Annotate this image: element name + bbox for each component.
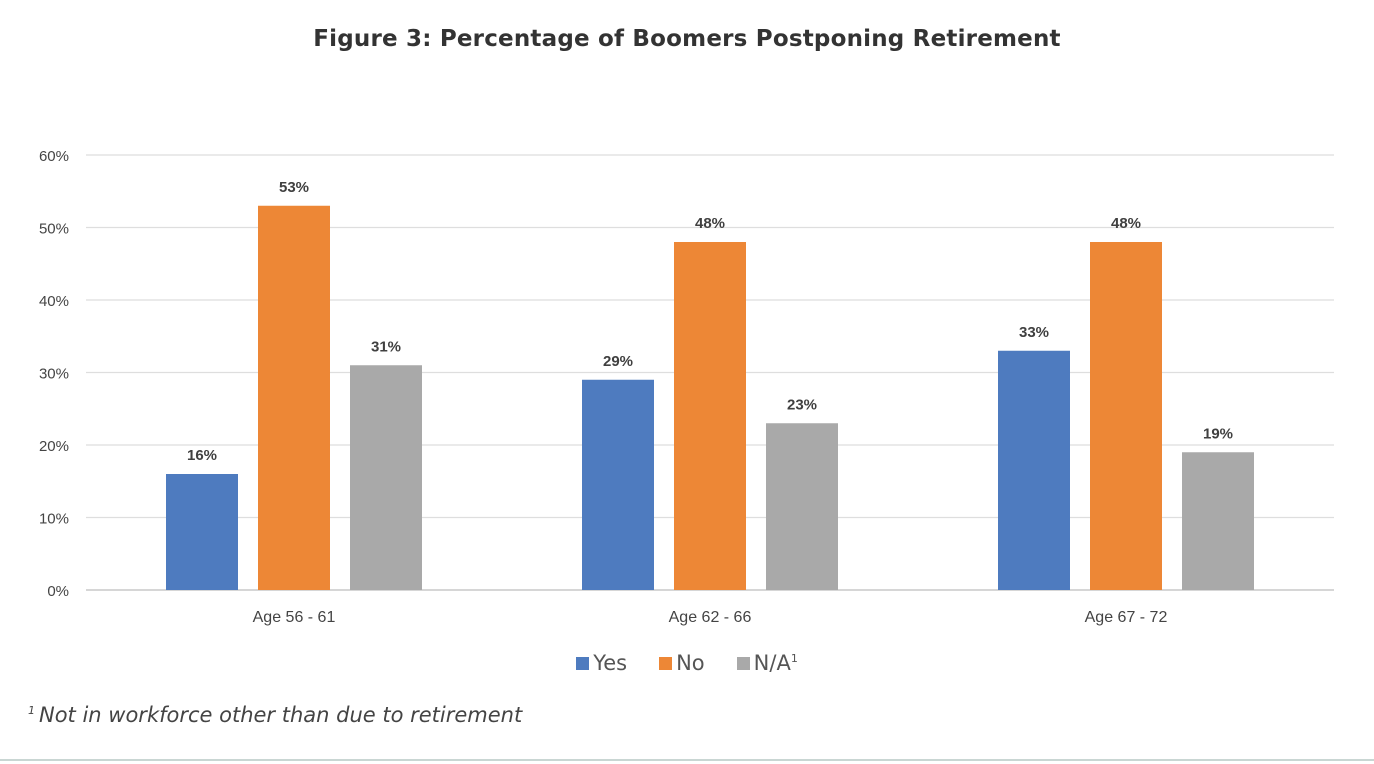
legend-label-no: No — [676, 651, 705, 675]
bar-chart: 0% 10% 20% 30% 40% 50% 60% 16% 53% 31% Age 56 - 61… — [39, 148, 1334, 626]
bar-yes-1 — [166, 474, 238, 590]
legend-label-na-text: N/A — [753, 651, 791, 675]
data-label: 29% — [603, 353, 633, 370]
legend: Yes No N/A1 — [0, 651, 1374, 675]
y-tick-label: 30% — [39, 366, 69, 383]
data-label: 33% — [1019, 324, 1049, 341]
data-label: 53% — [279, 179, 309, 196]
bottom-divider — [0, 759, 1374, 761]
bar-no-1 — [258, 205, 330, 590]
footnote-marker: 1 — [28, 704, 35, 717]
bar-no-3 — [1090, 242, 1162, 590]
bar-na-2 — [766, 423, 838, 590]
x-category-label: Age 56 - 61 — [253, 609, 336, 626]
chart-title: Figure 3: Percentage of Boomers Postponi… — [313, 26, 1061, 52]
legend-item-no: No — [659, 651, 705, 675]
y-tick-label: 60% — [39, 148, 69, 165]
legend-item-na: N/A1 — [736, 651, 798, 675]
data-label: 19% — [1203, 425, 1233, 442]
data-label: 48% — [695, 215, 725, 232]
legend-label-yes: Yes — [593, 651, 628, 675]
legend-footnote-marker: 1 — [790, 652, 798, 665]
data-label: 31% — [371, 338, 401, 355]
footnote: 1 Not in workforce other than due to reti… — [28, 703, 522, 727]
legend-swatch-no — [659, 656, 673, 670]
x-category-label: Age 62 - 66 — [669, 609, 752, 626]
y-tick-label: 40% — [39, 293, 69, 310]
data-label: 48% — [1111, 215, 1141, 232]
legend-label-na: N/A1 — [754, 651, 798, 675]
legend-swatch-yes — [576, 656, 590, 670]
y-tick-label: 50% — [39, 221, 69, 238]
y-tick-label: 10% — [39, 511, 69, 528]
x-category-label: Age 67 - 72 — [1085, 609, 1168, 626]
data-label: 23% — [787, 396, 817, 413]
y-tick-label: 0% — [47, 583, 69, 600]
legend-item-yes: Yes — [576, 651, 627, 675]
y-tick-label: 20% — [39, 438, 69, 455]
footnote-text: Not in workforce other than due to retir… — [39, 703, 523, 727]
data-label: 16% — [187, 447, 217, 464]
bar-no-2 — [674, 242, 746, 590]
bar-yes-2 — [582, 379, 654, 590]
bar-na-1 — [350, 365, 422, 590]
bar-yes-3 — [998, 350, 1070, 590]
bar-na-3 — [1182, 452, 1254, 590]
legend-swatch-na — [736, 656, 750, 670]
